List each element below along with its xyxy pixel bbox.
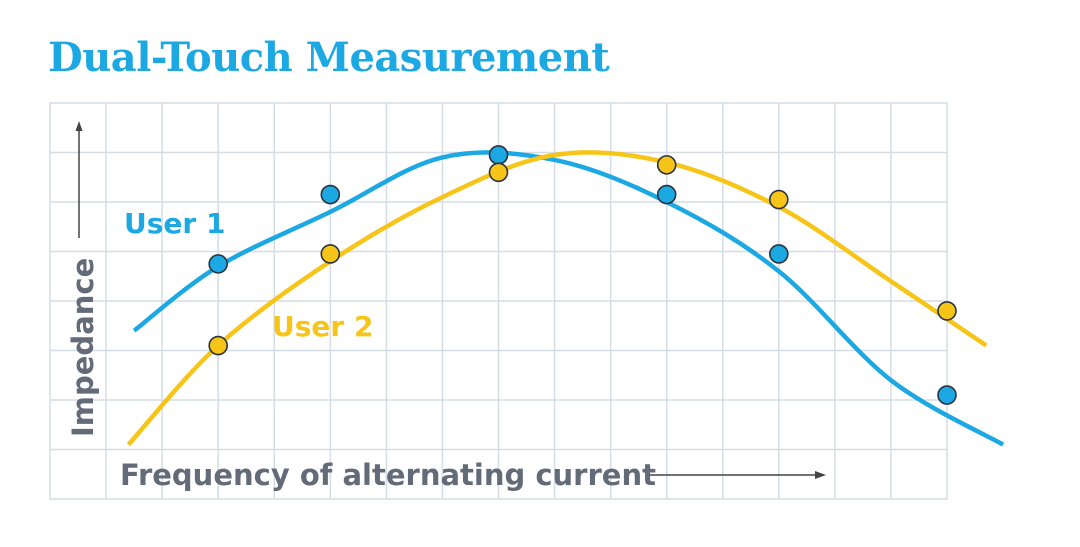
data-point-user-2-5 — [769, 189, 789, 210]
y-axis-arrow-head — [75, 121, 83, 131]
grid — [49, 102, 948, 500]
series-line-user-1 — [132, 150, 1005, 447]
series-2 — [126, 150, 988, 447]
data-point-user-2-1 — [208, 335, 228, 356]
y-axis-label: Impedance — [66, 258, 100, 437]
data-point-user-1-2 — [320, 184, 341, 205]
axis-decorations: Frequency of alternating current Impedan… — [66, 121, 826, 492]
data-point-user-1-1 — [208, 254, 228, 274]
data-point-user-2-4 — [656, 155, 677, 175]
series-labels: User 1 User 2 — [124, 207, 373, 343]
series-points-user-2 — [208, 155, 957, 356]
data-point-user-2-6 — [937, 301, 957, 321]
x-axis-label: Frequency of alternating current — [120, 458, 656, 492]
series-line-user-2 — [126, 150, 988, 447]
series-label-user-2: User 2 — [272, 310, 373, 343]
data-point-user-1-3 — [488, 145, 509, 165]
x-axis-arrow-head — [815, 471, 826, 479]
series — [126, 145, 1005, 447]
series-points-user-1 — [208, 145, 957, 405]
chart-title: Dual-Touch Measurement — [48, 34, 610, 81]
data-point-user-1-6 — [937, 385, 957, 405]
series-1 — [132, 150, 1005, 447]
series-label-user-1: User 1 — [124, 207, 225, 240]
data-point-user-1-5 — [769, 244, 789, 264]
data-point-user-2-2 — [320, 244, 341, 264]
data-point-user-2-3 — [488, 162, 509, 183]
data-point-user-1-4 — [656, 184, 677, 205]
